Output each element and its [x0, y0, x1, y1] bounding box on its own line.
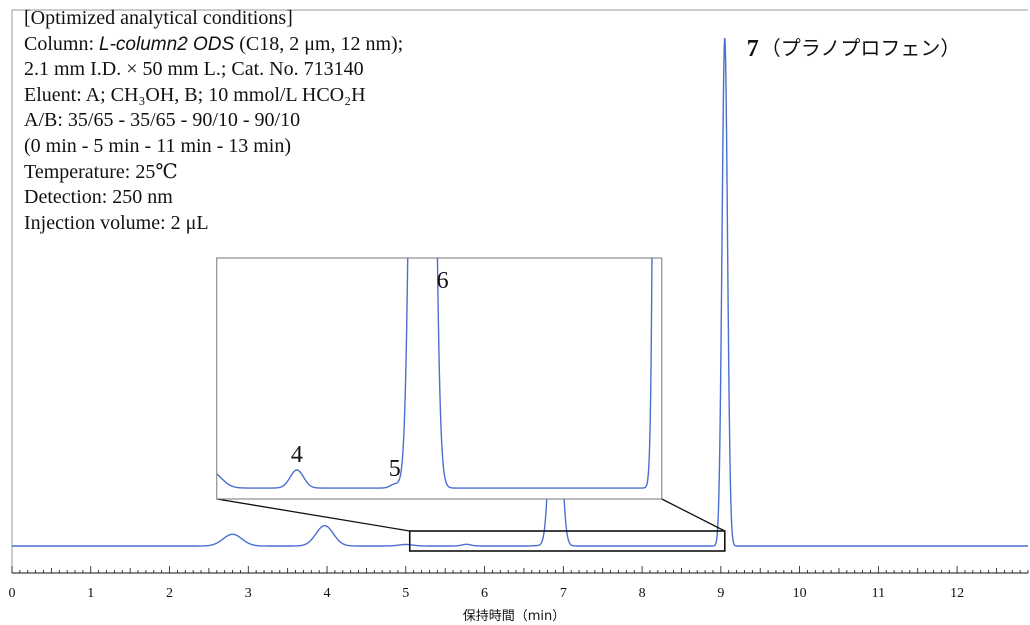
- inset-plot: 4 5 6: [216, 257, 726, 532]
- column-suffix: (C18, 2 μm, 12 nm);: [234, 32, 404, 55]
- x-axis-title: 保持時間（min）: [463, 609, 566, 624]
- temperature-line: Temperature: 25℃: [24, 160, 178, 183]
- zoom-box: [408, 530, 726, 552]
- conditions-heading: [Optimized analytical conditions]: [24, 7, 293, 29]
- main-trace: [12, 38, 1028, 547]
- gradient-times-line: (0 min - 5 min - 11 min - 13 min): [24, 134, 292, 157]
- x-tick-label-4: 4: [324, 586, 331, 601]
- zoom-connector-left: [216, 498, 410, 532]
- peak-label-5: 5: [389, 456, 401, 482]
- x-tick-label-10: 10: [793, 586, 807, 601]
- x-tick-label-12: 12: [950, 586, 964, 601]
- eluent-line: Eluent: A; CH₃OH, B; 10 mmol/L HCO₂H: [24, 83, 366, 106]
- x-tick-label-1: 1: [87, 586, 94, 601]
- detection-line: Detection: 250 nm: [24, 186, 173, 209]
- x-tick-label-9: 9: [717, 586, 724, 601]
- x-tick-label-11: 11: [872, 586, 885, 601]
- peak-label-4: 4: [291, 442, 303, 468]
- plot-frame: [11, 9, 1028, 573]
- column-line: Column: L-column2 ODS (C18, 2 μm, 12 nm)…: [24, 32, 403, 58]
- gradient-line: A/B: 35/65 - 35/65 - 90/10 - 90/10: [24, 109, 301, 132]
- peak-7-number: 7: [747, 36, 759, 62]
- column-prefix: Column:: [24, 32, 100, 55]
- column-dimensions: 2.1 mm I.D. × 50 mm L.; Cat. No. 713140: [24, 58, 364, 81]
- x-axis: 0 1 2 3 4 5 6 7 8 9 10 11 12: [9, 566, 1029, 601]
- peak-label-6: 6: [437, 268, 449, 294]
- peak-7-label: 7 （プラノプロフェン）: [747, 36, 961, 62]
- x-tick-label-2: 2: [166, 586, 173, 601]
- column-name: L-column2 ODS: [99, 33, 235, 55]
- x-tick-label-5: 5: [402, 586, 409, 601]
- main-plot: [11, 9, 1028, 573]
- x-tick-label-8: 8: [639, 586, 646, 601]
- peak-7-name: （プラノプロフェン）: [761, 36, 961, 60]
- x-tick-label-7: 7: [560, 586, 567, 601]
- zoom-connector-right: [661, 498, 726, 532]
- x-tick-label-0: 0: [9, 586, 16, 601]
- inset-trace: [216, 258, 653, 489]
- injection-line: Injection volume: 2 μL: [24, 211, 209, 234]
- analytical-conditions: [Optimized analytical conditions] Column…: [24, 6, 403, 236]
- x-tick-label-3: 3: [245, 586, 252, 601]
- x-tick-label-6: 6: [481, 586, 488, 601]
